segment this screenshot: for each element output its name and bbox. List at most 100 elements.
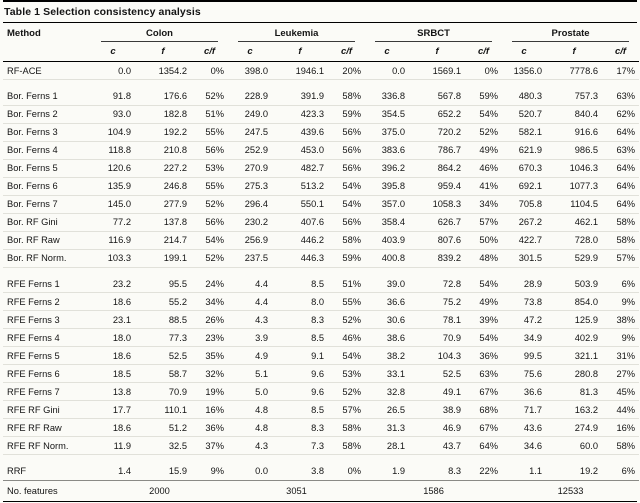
value-cell: 95.5 [135,266,191,293]
value-cell: 51% [191,104,228,123]
value-cell: 57% [328,400,366,419]
value-cell: 64% [602,176,640,195]
value-cell: 1946.1 [295,65,324,76]
value-cell: 55% [191,122,228,141]
value-cell: 48% [465,248,503,267]
value-cell: 135.9 [91,176,135,195]
value-cell: 58% [328,79,366,105]
value-cell: 43.7 [409,436,466,455]
value-cell: 54% [465,266,503,293]
method-cell: RFE Ferns 6 [3,364,91,383]
value-cell: 8.5 [272,266,328,293]
value-cell: 8.3 [409,454,466,480]
value-cell: 228.9 [228,79,272,105]
value-cell: 46% [328,328,366,347]
method-cell: Bor. RF Gini [3,212,91,231]
method-cell: Bor. RF Norm. [3,248,91,267]
value-cell: 0.0 [392,65,406,76]
features-value: 1586 [365,479,503,501]
table-row: RRF 1.4 15.9 9% 0.0 3.8 0% 1.9 8.3 22% 1.1 19.2 6% [3,454,640,480]
value-cell: 482.7 [272,158,328,177]
table-row: RFE RF Gini 17.7 110.1 16% 4.8 8.5 57% 26.5 38.9… [3,400,640,419]
value-cell: 4.4 [228,292,272,311]
value-cell: 23.1 [91,310,135,329]
value-cell: 301.5 [502,248,547,267]
value-cell: 1058.3 [409,194,466,213]
value-cell: 626.7 [409,212,466,231]
value-cell: 18.6 [91,346,135,365]
value-cell: 63% [465,364,503,383]
value-cell: 56% [328,212,366,231]
value-cell: 8.5 [272,400,328,419]
table-caption: Table 1 Selection consistency analysis [3,0,637,23]
value-cell: 453.0 [272,140,328,159]
value-cell: 52% [191,194,228,213]
value-cell: 256.9 [228,230,272,249]
value-cell: 1569.1 [432,65,462,76]
value-cell: 64% [465,436,503,455]
table-row: Bor. Ferns 6 135.9 246.8 55% 275.3 513.2 54% 39… [3,176,640,195]
value-cell: 52% [328,382,366,401]
value-cell: 26.5 [365,400,410,419]
value-cell: 400.8 [365,248,410,267]
value-cell: 52.5 [409,364,466,383]
value-cell: 58% [602,436,640,455]
value-cell: 357.0 [365,194,410,213]
value-cell: 705.8 [502,194,547,213]
value-cell: 34% [465,194,503,213]
group-header-prostate: Prostate [502,23,639,42]
value-cell: 41% [465,176,503,195]
value-cell: 728.0 [546,230,603,249]
value-cell: 4.4 [228,266,272,293]
value-cell: 54% [191,230,228,249]
value-cell: 274.9 [546,418,603,437]
value-cell: 116.9 [91,230,135,249]
method-cell: RFE RF Norm. [3,436,91,455]
value-cell: 267.2 [502,212,547,231]
value-cell: 8.0 [272,292,328,311]
value-cell: 1.4 [91,454,135,480]
value-cell: 277.9 [135,194,191,213]
value-cell: 52.5 [135,346,191,365]
value-cell: 18.0 [91,328,135,347]
method-cell: Bor. Ferns 5 [3,158,91,177]
value-cell: 336.8 [365,79,410,105]
value-cell: 77.3 [135,328,191,347]
table-row: Bor. Ferns 5 120.6 227.2 53% 270.9 482.7 56% 39… [3,158,640,177]
value-cell: 396.2 [365,158,410,177]
subheader-cf: c/f [602,42,640,62]
value-cell: 52% [465,122,503,141]
table-row: Bor. RF Gini 77.2 137.8 56% 230.2 407.6 56% 358… [3,212,640,231]
features-label: No. features [3,479,91,501]
value-cell: 125.9 [546,310,603,329]
subheader-c: c [365,42,410,62]
subheader-cf: c/f [465,42,503,62]
value-cell: 47.2 [502,310,547,329]
value-cell: 403.9 [365,230,410,249]
value-cell: 807.6 [409,230,466,249]
method-cell: RRF [3,454,91,480]
method-cell: RF-ACE [7,65,42,76]
subheader-f: f [272,42,328,62]
value-cell: 8.3 [272,418,328,437]
features-value: 12533 [502,479,640,501]
value-cell: 249.0 [228,104,272,123]
value-cell: 103.3 [91,248,135,267]
value-cell: 692.1 [502,176,547,195]
selection-consistency-table: Method Colon Leukemia SRBCT Prostate c f… [3,23,640,501]
value-cell: 20% [342,65,362,76]
subheader-cf: c/f [328,42,366,62]
value-cell: 52% [328,310,366,329]
value-cell: 854.0 [546,292,603,311]
value-cell: 56% [191,212,228,231]
subheader-row: c f c/f c f c/f c f c/f c f c/f [3,42,640,62]
value-cell: 91.8 [91,79,135,105]
value-cell: 986.5 [546,140,603,159]
value-cell: 60.0 [546,436,603,455]
table-footnote: The average number of significantly self… [3,500,637,503]
value-cell: 27% [602,364,640,383]
value-cell: 1.1 [502,454,547,480]
value-cell: 58% [602,230,640,249]
value-cell: 110.1 [135,400,191,419]
value-cell: 53% [191,158,228,177]
